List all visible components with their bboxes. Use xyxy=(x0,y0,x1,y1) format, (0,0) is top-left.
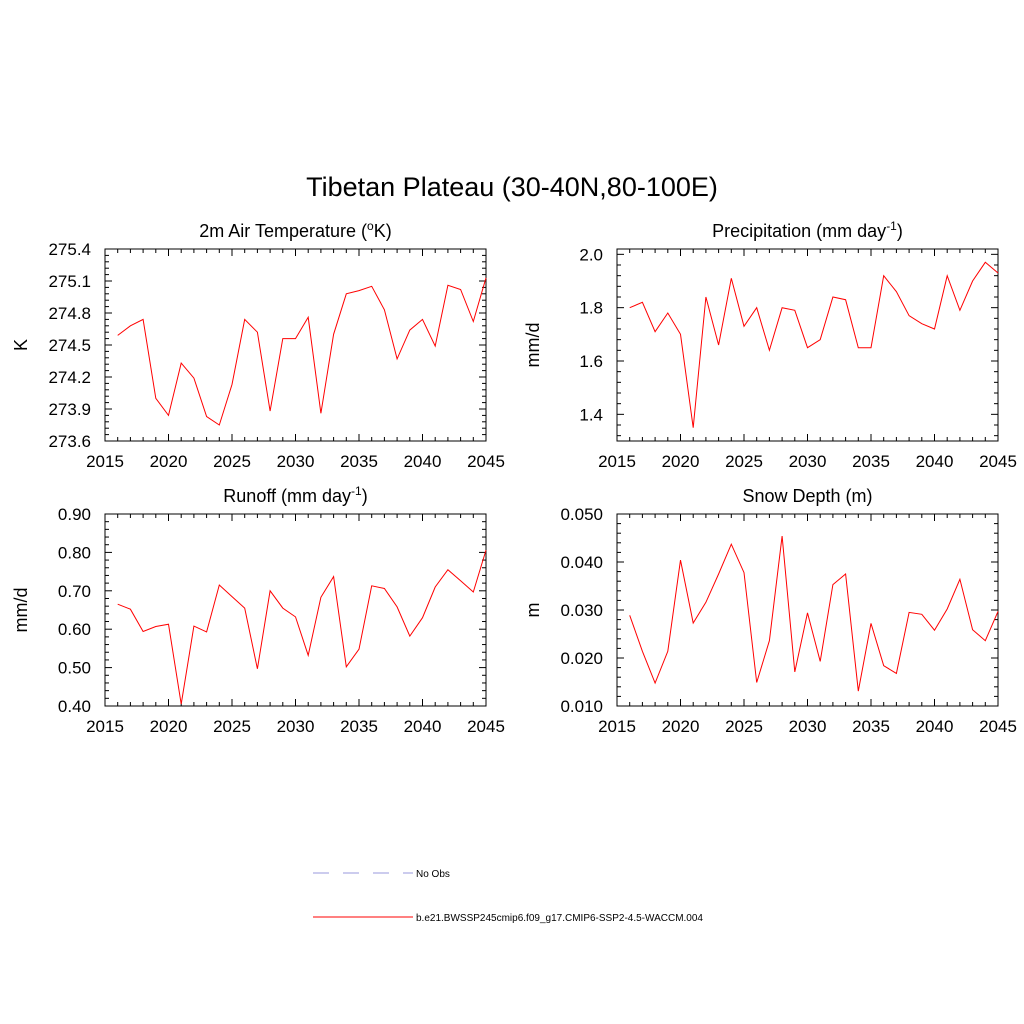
x-tick-label: 2025 xyxy=(725,452,763,471)
x-tick-label: 2040 xyxy=(916,717,954,736)
y-tick-label: 0.60 xyxy=(58,620,91,639)
series-line xyxy=(117,277,487,426)
y-tick-label: 0.50 xyxy=(58,659,91,678)
series-line xyxy=(629,536,999,692)
x-tick-label: 2025 xyxy=(213,717,251,736)
x-tick-label: 2045 xyxy=(979,717,1017,736)
panel-title-superscript: -1 xyxy=(886,219,897,233)
x-tick-label: 2020 xyxy=(662,717,700,736)
x-tick-label: 2030 xyxy=(277,717,315,736)
y-tick-label: 273.9 xyxy=(48,400,91,419)
series-line xyxy=(117,549,487,705)
y-tick-label: 0.70 xyxy=(58,582,91,601)
x-tick-label: 2040 xyxy=(404,717,442,736)
legend: No Obs b.e21.BWSSP245cmip6.f09_g17.CMIP6-… xyxy=(313,869,703,924)
legend-label: No Obs xyxy=(416,869,450,880)
y-tick-label: 0.010 xyxy=(560,697,603,716)
panel-title-tail: ) xyxy=(362,486,368,506)
x-tick-label: 2045 xyxy=(467,717,505,736)
y-tick-label: 0.90 xyxy=(58,505,91,524)
y-tick-label: 1.8 xyxy=(579,299,603,318)
y-axis-label: K xyxy=(11,339,31,351)
y-tick-label: 0.040 xyxy=(560,553,603,572)
x-tick-label: 2020 xyxy=(150,452,188,471)
chart-panel-1: 2m Air Temperature (oK) K 2015 2020 2025 2030… xyxy=(11,219,505,471)
chart-panel-2: Precipitation (mm day-1) mm/d 2015 2020 2025… xyxy=(523,219,1017,471)
y-tick-label: 1.4 xyxy=(579,405,603,424)
x-tick-label: 2035 xyxy=(852,452,890,471)
x-tick-label: 2045 xyxy=(467,452,505,471)
y-axis-label: mm/d xyxy=(523,323,543,368)
y-tick-label: 273.6 xyxy=(48,432,91,451)
x-tick-label: 2015 xyxy=(86,452,124,471)
y-tick-label: 0.020 xyxy=(560,649,603,668)
plot-frame xyxy=(104,248,487,442)
x-tick-label: 2025 xyxy=(725,717,763,736)
panel-title-text: Snow Depth (m) xyxy=(742,486,872,506)
x-tick-label: 2035 xyxy=(340,717,378,736)
y-axis-label: mm/d xyxy=(11,588,31,633)
x-tick-label: 2040 xyxy=(916,452,954,471)
y-tick-label: 274.5 xyxy=(48,336,91,355)
plot-frame xyxy=(616,513,999,707)
legend-item-1: No Obs xyxy=(313,869,450,880)
plot-frame xyxy=(616,248,999,442)
chart-panel-4: Snow Depth (m) m 2015 2020 2025 2030 2035 2040 2… xyxy=(523,486,1017,736)
panel-title-tail: K) xyxy=(374,221,392,241)
x-tick-label: 2020 xyxy=(150,717,188,736)
y-tick-label: 0.050 xyxy=(560,505,603,524)
panel-title: Precipitation (mm day-1) xyxy=(712,219,903,241)
x-tick-label: 2030 xyxy=(277,452,315,471)
x-tick-label: 2025 xyxy=(213,452,251,471)
panel-title-superscript: o xyxy=(367,219,374,233)
y-axis-label: m xyxy=(523,603,543,618)
x-tick-label: 2035 xyxy=(340,452,378,471)
y-tick-label: 1.6 xyxy=(579,352,603,371)
x-tick-label: 2015 xyxy=(598,717,636,736)
legend-label: b.e21.BWSSP245cmip6.f09_g17.CMIP6-SSP2-4… xyxy=(416,913,703,924)
y-tick-label: 0.80 xyxy=(58,543,91,562)
y-tick-label: 275.1 xyxy=(48,272,91,291)
x-tick-label: 2030 xyxy=(789,452,827,471)
chart-panel-3: Runoff (mm day-1) mm/d 2015 2020 2025 2030 203… xyxy=(11,484,505,736)
y-tick-label: 275.4 xyxy=(48,240,91,259)
x-tick-label: 2015 xyxy=(86,717,124,736)
panel-title-superscript: -1 xyxy=(351,484,362,498)
panel-title-text: Runoff (mm day xyxy=(223,486,351,506)
panel-title: Runoff (mm day-1) xyxy=(223,484,367,506)
y-tick-label: 274.2 xyxy=(48,368,91,387)
x-tick-label: 2015 xyxy=(598,452,636,471)
x-tick-label: 2030 xyxy=(789,717,827,736)
panel-title-text: Precipitation (mm day xyxy=(712,221,886,241)
panel-title: 2m Air Temperature (oK) xyxy=(199,219,391,241)
chart-panels: 2m Air Temperature (oK) K 2015 2020 2025 2030… xyxy=(11,219,1017,736)
plot-frame xyxy=(104,513,487,707)
y-tick-label: 0.030 xyxy=(560,601,603,620)
panel-title-text: 2m Air Temperature ( xyxy=(199,221,367,241)
x-tick-label: 2020 xyxy=(662,452,700,471)
panel-title-tail: ) xyxy=(897,221,903,241)
legend-item-2: b.e21.BWSSP245cmip6.f09_g17.CMIP6-SSP2-4… xyxy=(313,913,703,924)
x-tick-label: 2045 xyxy=(979,452,1017,471)
series-line xyxy=(629,261,999,428)
y-tick-label: 0.40 xyxy=(58,697,91,716)
panel-title: Snow Depth (m) xyxy=(742,486,872,506)
x-tick-label: 2035 xyxy=(852,717,890,736)
x-tick-label: 2040 xyxy=(404,452,442,471)
figure-title: Tibetan Plateau (30-40N,80-100E) xyxy=(306,172,718,202)
y-tick-label: 274.8 xyxy=(48,304,91,323)
y-tick-label: 2.0 xyxy=(579,245,603,264)
